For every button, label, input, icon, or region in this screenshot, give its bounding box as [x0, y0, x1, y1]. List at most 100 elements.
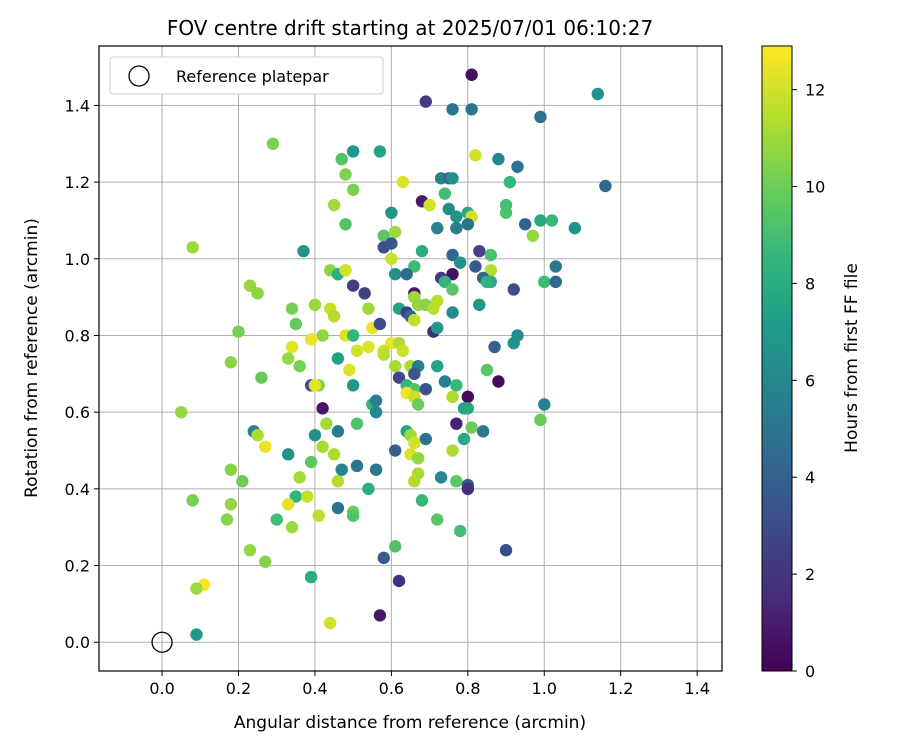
- scatter-point: [534, 214, 547, 227]
- scatter-point: [492, 152, 505, 166]
- scatter-point: [285, 340, 299, 354]
- scatter-point: [377, 551, 390, 565]
- scatter-point: [316, 440, 329, 453]
- scatter-point: [316, 329, 329, 342]
- scatter-point: [538, 275, 551, 289]
- scatter-point: [415, 494, 429, 507]
- scatter-point: [304, 570, 318, 584]
- scatter-point: [473, 298, 486, 312]
- scatter-point: [453, 256, 467, 269]
- scatter-point: [350, 459, 364, 473]
- scatter-point: [526, 229, 540, 243]
- scatter-point: [331, 352, 345, 365]
- scatter-point: [327, 198, 341, 212]
- scatter-point: [480, 275, 494, 289]
- scatter-point: [411, 451, 425, 465]
- scatter-point: [484, 264, 497, 277]
- scatter-point: [499, 544, 513, 557]
- scatter-point: [289, 317, 303, 331]
- scatter-point: [270, 513, 283, 526]
- y-tick-label: 1.0: [65, 250, 90, 269]
- scatter-point: [438, 275, 452, 289]
- scatter-point: [446, 267, 459, 281]
- scatter-point: [419, 382, 432, 396]
- scatter-point: [446, 306, 459, 319]
- scatter-point: [389, 225, 402, 239]
- scatter-point: [186, 241, 199, 254]
- scatter-point: [232, 325, 245, 338]
- scatter-point: [534, 110, 547, 124]
- scatter-point: [174, 405, 188, 419]
- scatter-point: [392, 574, 406, 588]
- scatter-point: [431, 359, 444, 373]
- scatter-point: [438, 375, 452, 388]
- scatter-point: [369, 405, 383, 419]
- scatter-point: [549, 275, 562, 289]
- scatter-point: [389, 359, 402, 373]
- scatter-point: [400, 267, 413, 281]
- scatter-point: [251, 428, 264, 442]
- scatter-point: [285, 521, 299, 534]
- scatter-point: [320, 417, 333, 430]
- y-tick-label: 0.0: [65, 633, 90, 652]
- scatter-point: [518, 218, 532, 231]
- scatter-point: [186, 494, 199, 507]
- scatter-point: [251, 287, 264, 300]
- scatter-point: [434, 471, 448, 484]
- scatter-point: [396, 175, 410, 189]
- scatter-point: [236, 474, 249, 488]
- x-axis-ticks: 0.0 0.2 0.4 0.6 0.8 1.0 1.2 1.4: [149, 671, 710, 698]
- y-tick-label: 1.2: [65, 173, 90, 192]
- scatter-point: [301, 490, 314, 503]
- y-axis-ticks: 0.0 0.2 0.4 0.6 0.8 1.0 1.2 1.4: [65, 96, 99, 652]
- scatter-point: [327, 448, 341, 461]
- colorbar-label: Hours from first FF file: [842, 263, 862, 453]
- scatter-point: [331, 425, 345, 438]
- x-tick-label: 0.6: [379, 679, 404, 698]
- scatter-point: [408, 436, 421, 450]
- scatter-point: [511, 160, 524, 173]
- scatter-point: [343, 363, 356, 377]
- scatter-point: [346, 279, 360, 292]
- scatter-point: [461, 218, 475, 231]
- colorbar-tick-label: 0: [805, 662, 815, 681]
- scatter-point: [446, 390, 459, 404]
- scatter-point: [419, 432, 432, 446]
- scatter-point: [335, 463, 348, 476]
- scatter-point: [392, 371, 406, 384]
- scatter-point: [308, 298, 322, 312]
- scatter-point: [289, 490, 303, 503]
- scatter-point: [259, 440, 272, 453]
- y-tick-label: 1.4: [65, 96, 90, 115]
- scatter-point: [473, 244, 486, 258]
- scatter-point: [408, 260, 421, 273]
- scatter-point: [324, 616, 337, 630]
- scatter-point: [431, 221, 444, 235]
- scatter-point: [488, 340, 501, 354]
- scatter-point: [350, 417, 364, 430]
- scatter-point: [304, 455, 318, 469]
- scatter-point: [389, 540, 402, 553]
- scatter-point: [538, 398, 551, 411]
- scatter-point: [304, 333, 318, 346]
- x-tick-label: 1.0: [532, 679, 557, 698]
- scatter-point: [362, 340, 375, 354]
- scatter-point: [549, 260, 562, 273]
- scatter-point: [389, 267, 402, 281]
- scatter-point: [346, 145, 360, 158]
- scatter-point: [507, 336, 520, 350]
- scatter-point: [446, 172, 459, 185]
- colorbar-tick-label: 8: [805, 274, 815, 293]
- scatter-point: [369, 394, 383, 407]
- scatter-point: [465, 68, 478, 81]
- scatter-point: [350, 344, 364, 358]
- colorbar-tick-label: 2: [805, 565, 815, 584]
- scatter-point: [419, 95, 432, 108]
- scatter-point: [568, 221, 582, 235]
- scatter-point: [243, 279, 257, 292]
- scatter-point: [492, 375, 505, 388]
- scatter-point: [461, 482, 475, 496]
- scatter-point: [450, 221, 463, 235]
- x-tick-label: 0.8: [455, 679, 480, 698]
- scatter-point: [408, 313, 421, 327]
